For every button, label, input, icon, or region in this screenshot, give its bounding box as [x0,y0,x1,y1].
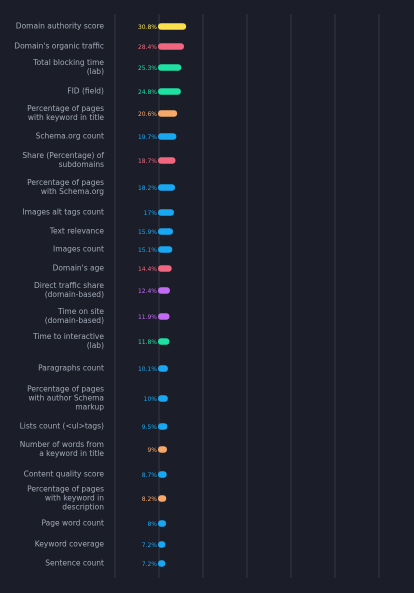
value-label-13: 11.9% [138,314,157,321]
category-label-2: Total blocking time (lab) [32,58,104,76]
category-label-20: Percentage of pages with keyword in descri… [27,485,104,512]
category-label-10: Images count [53,245,104,254]
value-label-22: 7.2% [142,542,158,549]
bars-layer [158,23,187,567]
value-label-0: 30.8% [138,24,157,31]
bar-20 [158,495,167,502]
value-label-21: 8% [147,521,157,528]
value-label-1: 28.4% [138,44,157,51]
category-label-16: Percentage of pages with author Schema mar… [27,385,104,412]
category-label-17: Lists count (<ul>tags) [20,422,104,431]
category-label-23: Sentence count [45,559,104,568]
category-label-18: Number of words from a keyword in title [20,440,105,458]
grid-layer [114,14,380,578]
category-label-6: Share (Percentage) of subdomains [22,151,104,169]
value-label-3: 24.8% [138,89,157,96]
category-label-13: Time on site (domain-based) [45,307,105,325]
bar-1 [158,43,184,50]
bar-7 [158,184,176,191]
value-label-6: 18.7% [138,158,157,165]
category-label-0: Domain authority score [16,22,105,31]
bar-5 [158,133,177,140]
category-label-22: Keyword coverage [35,540,105,549]
bar-16 [158,395,168,402]
bar-14 [158,338,170,345]
bar-13 [158,313,170,320]
bar-21 [158,520,167,527]
value-label-14: 11.8% [138,339,157,346]
value-label-17: 9.5% [142,424,158,431]
category-label-5: Schema.org count [36,132,104,141]
bar-22 [158,541,166,548]
category-label-4: Percentage of pages with keyword in title [27,104,104,122]
bar-18 [158,446,167,453]
bar-11 [158,265,172,272]
value-label-16: 10% [144,396,158,403]
bar-15 [158,365,168,372]
category-label-12: Direct traffic share (domain-based) [34,281,104,299]
category-label-21: Page word count [41,519,104,528]
bar-12 [158,287,170,294]
category-label-14: Time to interactive (lab) [32,332,104,350]
value-label-20: 8.2% [142,496,158,503]
value-label-5: 19.7% [138,134,157,141]
value-label-11: 14.4% [138,266,157,273]
bar-23 [158,560,166,567]
bar-3 [158,88,181,95]
value-label-15: 10.1% [138,366,157,373]
value-label-8: 17% [144,210,158,217]
bar-2 [158,64,182,71]
bar-17 [158,423,168,430]
bar-9 [158,228,173,235]
bar-10 [158,246,173,253]
category-label-19: Content quality score [24,470,105,479]
value-label-10: 15.1% [138,247,157,254]
value-label-9: 15.9% [138,229,157,236]
value-label-2: 25.3% [138,65,157,72]
category-label-15: Paragraphs count [38,364,104,373]
value-label-23: 7.2% [142,561,158,568]
bar-8 [158,209,174,216]
category-label-11: Domain's age [53,264,105,273]
labels-layer: 30.8% Domain authority score 28.4% Domain's… [14,22,157,568]
bar-6 [158,157,176,164]
bar-19 [158,471,167,478]
value-label-18: 9% [147,447,157,454]
bar-4 [158,110,178,117]
category-label-8: Images alt tags count [22,208,104,217]
category-label-7: Percentage of pages with Schema.org [27,178,104,196]
category-label-3: FID (field) [67,87,104,96]
bar-0 [158,23,187,30]
value-label-19: 8.7% [142,472,158,479]
value-label-7: 18.2% [138,185,157,192]
category-label-9: Text relevance [49,227,105,236]
value-label-4: 20.6% [138,111,157,118]
value-label-12: 12.4% [138,288,157,295]
category-label-1: Domain's organic traffic [14,42,104,51]
